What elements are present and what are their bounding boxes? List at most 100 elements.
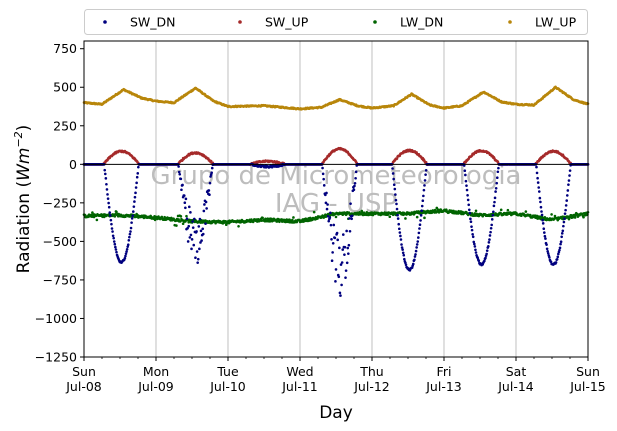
sw-dn-point (195, 250, 199, 253)
sw-dn-point (397, 222, 401, 226)
sw-dn-point (111, 230, 114, 233)
x-tick-label: Mon Jul-09 (137, 364, 174, 394)
sw-dn-point (198, 217, 202, 221)
sw-dn-point (490, 218, 494, 221)
sw-dn-point (543, 231, 546, 234)
sw-dn-point (125, 247, 129, 251)
lw-dn-point (264, 217, 267, 221)
sw-dn-point (558, 246, 562, 250)
sw-dn-point (191, 220, 194, 223)
sw-dn-point (463, 169, 467, 173)
sw-dn-point (204, 222, 207, 225)
sw-dn-point (562, 220, 566, 224)
lw-dn-point (474, 209, 478, 213)
lw-dn-point (153, 218, 157, 222)
legend-marker (103, 20, 107, 24)
sw-dn-point (423, 184, 426, 187)
sw-dn-point (185, 217, 189, 220)
sw-dn-point (421, 199, 425, 203)
sw-dn-point (108, 211, 112, 214)
sw-dn-point (391, 167, 394, 170)
sw-dn-point (394, 193, 397, 196)
sw-dn-point (554, 261, 558, 264)
sw-dn-point (419, 214, 423, 217)
sw-dn-point (413, 258, 416, 262)
sw-dn-point (346, 246, 350, 250)
sw-dn-point (492, 210, 495, 214)
sw-dn-point (411, 262, 415, 266)
lw-dn-point (115, 210, 118, 214)
sw-dn-point (341, 233, 345, 236)
sw-dn-point (196, 261, 199, 264)
x-tick-label: Sun Jul-15 (569, 364, 606, 394)
sw-dn-point (487, 245, 490, 248)
legend-label: LW_UP (535, 15, 577, 30)
sw-dn-point (123, 256, 127, 260)
sw-dn-point (336, 238, 339, 242)
sw-dn-point (424, 173, 427, 176)
sw-dn-point (556, 255, 560, 259)
sw-dn-point (488, 234, 492, 237)
sw-dn-point (555, 257, 559, 261)
y-tick-label: 250 (53, 118, 77, 133)
sw-dn-point (128, 232, 132, 236)
legend-marker (238, 20, 242, 24)
sw-dn-point (136, 172, 140, 175)
sw-dn-point (399, 234, 402, 238)
y-tick-label: −1250 (35, 350, 77, 365)
sw-dn-point (537, 186, 541, 189)
sw-dn-point (422, 188, 426, 192)
sw-dn-point (332, 223, 336, 227)
y-tick-label: −500 (43, 234, 77, 249)
legend-label: SW_DN (130, 15, 176, 30)
lw-dn-point (365, 210, 369, 214)
lw-dn-point (388, 215, 392, 219)
sw-dn-point (177, 170, 181, 174)
sw-dn-point (468, 211, 472, 215)
sw-dn-point (568, 174, 571, 177)
sw-dn-point (189, 211, 192, 214)
sw-dn-point (404, 263, 408, 267)
sw-dn-point (418, 227, 421, 230)
sw-dn-point (129, 226, 133, 230)
sw-dn-point (535, 165, 538, 169)
sw-dn-point (131, 214, 135, 217)
sw-dn-point (124, 254, 127, 258)
sw-dn-point (112, 236, 115, 240)
plot-area (84, 41, 588, 357)
sw-dn-point (464, 179, 468, 183)
lw-dn-point (404, 217, 407, 220)
sw-dn-point (345, 261, 349, 265)
y-tick-label: 500 (53, 80, 77, 95)
sw-dn-point (536, 176, 539, 180)
sw-dn-point (493, 200, 496, 204)
sw-dn-point (210, 166, 214, 170)
sw-dn-point (184, 206, 187, 210)
x-tick-label: Tue Jul-10 (209, 364, 246, 394)
sw-dn-point (559, 240, 563, 243)
sw-dn-point (344, 276, 347, 279)
sw-dn-point (115, 250, 118, 254)
sw-dn-point (187, 205, 191, 209)
sw-dn-point (110, 227, 114, 230)
sw-dn-point (335, 231, 339, 235)
lw-dn-point (452, 209, 455, 213)
lw-dn-point (415, 215, 419, 219)
sw-dn-point (199, 229, 203, 233)
sw-dn-point (495, 181, 499, 185)
sw-dn-point (471, 232, 474, 236)
sw-dn-point (348, 229, 352, 233)
sw-dn-point (397, 227, 401, 231)
sw-dn-point (487, 241, 491, 244)
sw-dn-point (182, 194, 186, 197)
legend-label: SW_UP (265, 15, 309, 30)
sw-dn-point (207, 189, 211, 192)
sw-dn-point (400, 246, 404, 249)
sw-dn-point (467, 203, 471, 207)
sw-dn-point (322, 177, 325, 181)
sw-dn-point (128, 235, 131, 239)
x-tick-label: Thu Jul-12 (353, 364, 390, 394)
sw-dn-point (567, 183, 570, 186)
lw-dn-point (175, 224, 178, 227)
